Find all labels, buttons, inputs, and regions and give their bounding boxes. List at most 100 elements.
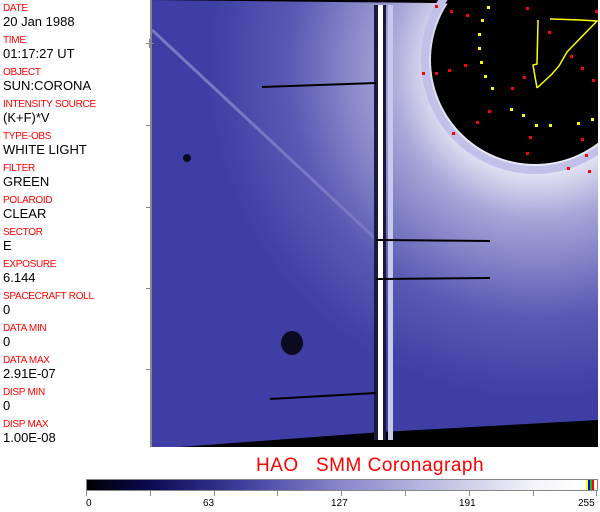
occulted-disc xyxy=(431,0,600,164)
field-value: 01:17:27 UT xyxy=(3,46,75,61)
field-value: WHITE LIGHT xyxy=(3,142,87,157)
field-value: GREEN xyxy=(3,174,50,189)
yellow-marker xyxy=(481,19,484,22)
field-value: 1.00E-08 xyxy=(3,430,56,445)
yellow-marker xyxy=(535,124,538,127)
field-label: SPACECRAFT ROLL xyxy=(3,291,94,302)
yellow-marker xyxy=(491,87,494,90)
axis-tick xyxy=(149,39,150,48)
field-label: TYPE-OBS xyxy=(3,131,52,142)
field-value: 20 Jan 1988 xyxy=(3,14,75,29)
red-marker xyxy=(448,69,451,72)
red-marker xyxy=(452,132,455,135)
field-label: DISP MIN xyxy=(3,387,45,398)
yellow-marker xyxy=(522,114,525,117)
yellow-marker xyxy=(591,118,594,121)
red-marker xyxy=(585,154,588,157)
yellow-marker xyxy=(478,33,481,36)
yellow-marker xyxy=(577,122,580,125)
colorbar-overlay-colors xyxy=(586,480,594,490)
field-label: FILTER xyxy=(3,163,35,174)
pylon-edge xyxy=(388,5,393,440)
overlay-triangle xyxy=(536,18,599,89)
overlay-markers xyxy=(422,5,598,173)
coronagraph-image-svg xyxy=(150,0,600,447)
axis-tick xyxy=(146,207,152,208)
coronagraph-image xyxy=(150,0,600,447)
field-label: DATE xyxy=(3,3,28,14)
axis-tick xyxy=(146,369,152,370)
red-marker xyxy=(526,152,529,155)
red-marker xyxy=(450,10,453,13)
red-marker xyxy=(581,67,584,70)
red-marker xyxy=(581,138,584,141)
colorbar-tick-label: 255 xyxy=(578,498,595,509)
yellow-marker xyxy=(549,124,552,127)
field-value: SUN:CORONA xyxy=(3,78,92,93)
red-marker xyxy=(588,170,591,173)
field-label: INTENSITY SOURCE xyxy=(3,99,96,110)
field-label: EXPOSURE xyxy=(3,259,57,270)
red-marker xyxy=(435,5,438,8)
overlay-triangle-edge xyxy=(532,19,539,89)
field-label: DISP MAX xyxy=(3,419,49,430)
scan-line xyxy=(261,82,377,88)
colorbar-tick xyxy=(277,491,279,496)
colorbar-tick-label: 63 xyxy=(203,498,215,509)
info-panel: DATE 20 Jan 1988 TIME 01:17:27 UT OBJECT SUN:… xyxy=(0,0,152,447)
instrument-title: HAO SMM Coronagraph xyxy=(256,455,485,476)
yellow-marker xyxy=(480,61,483,64)
red-marker xyxy=(567,167,570,170)
colorbar-tick xyxy=(405,491,406,496)
colorbar-tick-label: 0 xyxy=(86,498,92,509)
yellow-marker xyxy=(487,6,490,9)
field-label: OBJECT xyxy=(3,67,41,78)
pylon-highlight xyxy=(378,5,383,440)
dust-spot xyxy=(281,331,303,355)
red-marker xyxy=(488,110,491,113)
red-marker xyxy=(595,10,598,13)
axis-tick xyxy=(146,43,154,44)
colorbar-tick xyxy=(86,491,87,496)
axis-tick xyxy=(146,125,152,126)
colorbar-tick-label: 127 xyxy=(331,498,348,509)
colorbar-tick xyxy=(149,491,151,496)
field-label: DATA MAX xyxy=(3,355,50,366)
field-value: 0 xyxy=(3,302,11,317)
axis-tick xyxy=(146,288,152,289)
field-value: (K+F)*V xyxy=(3,110,50,125)
field-label: SECTOR xyxy=(3,227,43,238)
colorbar-tick xyxy=(213,491,215,496)
field-value: E xyxy=(3,238,12,253)
red-marker xyxy=(464,64,467,67)
field-value: 0 xyxy=(3,398,11,413)
field-label: DATA MIN xyxy=(3,323,47,334)
diagonal-streak xyxy=(150,28,379,242)
red-marker xyxy=(548,31,551,34)
yellow-marker xyxy=(484,75,487,78)
red-marker xyxy=(592,79,595,82)
field-value: 0 xyxy=(3,334,11,349)
field-value: 6.144 xyxy=(3,270,36,285)
red-marker xyxy=(511,87,514,90)
red-marker xyxy=(435,72,438,75)
red-marker xyxy=(422,72,425,75)
red-marker xyxy=(523,76,526,79)
dust-spot xyxy=(183,154,191,162)
yellow-marker xyxy=(510,108,513,111)
field-value: 2.91E-07 xyxy=(3,366,56,381)
colorbar-tick xyxy=(596,491,598,496)
red-marker xyxy=(526,7,529,10)
field-label: POLAROID xyxy=(3,195,53,206)
occulter-ring xyxy=(421,0,600,174)
field-label: TIME xyxy=(3,35,26,46)
scan-line xyxy=(375,239,491,242)
scan-line xyxy=(269,392,377,400)
red-marker xyxy=(476,121,479,124)
colorbar-tick xyxy=(532,491,534,496)
colorbar-tick xyxy=(341,491,343,496)
yellow-marker xyxy=(478,47,481,50)
scan-line xyxy=(375,277,491,280)
field-value: CLEAR xyxy=(3,206,47,221)
colorbar xyxy=(86,479,598,491)
